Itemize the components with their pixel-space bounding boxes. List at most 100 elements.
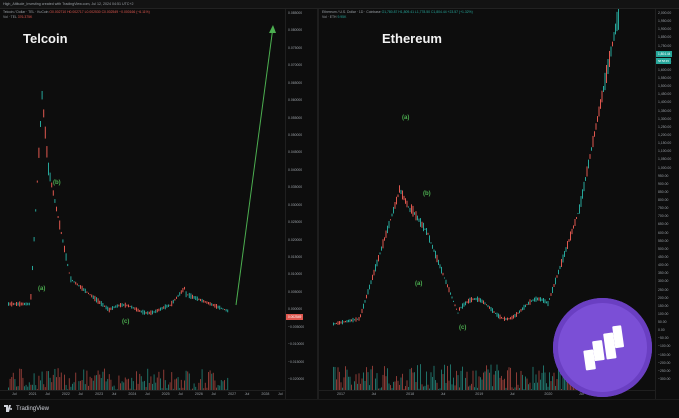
volume-bar [468, 386, 469, 390]
telcoin-price-tick: 0.045000 [288, 150, 303, 155]
candle [80, 285, 81, 289]
candle [475, 297, 477, 301]
candle [86, 291, 88, 293]
volume-bar [52, 374, 54, 390]
volume-bar [60, 372, 62, 390]
candle [219, 305, 221, 310]
candle [28, 302, 30, 306]
volume-bar [474, 387, 475, 390]
volume-bar [540, 379, 541, 390]
candle [91, 294, 93, 298]
telcoin-time-tick: Jul [45, 392, 50, 396]
ethereum-price-tick: 1,300.00 [658, 116, 672, 121]
volume-bar [182, 387, 184, 390]
volume-bar [19, 368, 21, 390]
volume-bar [559, 365, 561, 390]
candle [472, 298, 474, 301]
candle [579, 204, 580, 214]
telcoin-time-tick: Jul [278, 392, 283, 396]
candle [116, 304, 118, 308]
candle [589, 154, 591, 159]
volume-bar [155, 382, 157, 390]
volume-bar [337, 367, 339, 390]
volume-bar [409, 369, 411, 390]
candle [391, 213, 393, 217]
candle [203, 299, 205, 303]
ethereum-price-tick: 450.00 [658, 255, 669, 259]
telcoin-candles-svg [8, 25, 276, 390]
candle [486, 304, 487, 306]
volume-bar [70, 386, 72, 390]
candle [345, 320, 346, 323]
ethereum-price-axis[interactable]: 2,000.00 1,950.00 1,900.00 1,850.00 1,750.00… [655, 9, 679, 400]
candle [586, 166, 588, 177]
candle [99, 300, 101, 305]
volume-bar [124, 377, 126, 390]
candle [600, 99, 601, 109]
volume-bar [112, 386, 113, 390]
candle [564, 251, 565, 257]
volume-bar [423, 386, 424, 390]
chart-caption: High_Altitude_Investing created with Tra… [3, 2, 134, 6]
volume-bar [358, 373, 360, 390]
candle [121, 303, 123, 307]
candle [387, 225, 388, 234]
telcoin-time-tick: Jul [145, 392, 150, 396]
volume-bar [555, 385, 556, 390]
ethereum-legend-symbol: Ethereum / U.S. Dollar · 1D · Coinbase O… [322, 10, 473, 14]
candle [504, 316, 505, 321]
telcoin-time-tick: 2023 [95, 392, 104, 396]
candle [134, 307, 136, 310]
telcoin-wave-a-label: (a) [38, 286, 46, 292]
candle [19, 301, 21, 307]
candle [204, 301, 206, 303]
pane-divider[interactable] [317, 9, 319, 400]
projection-arrow-line [235, 26, 274, 306]
volume-bar [212, 372, 214, 390]
candle [576, 217, 577, 219]
candle [176, 296, 177, 299]
candle [492, 308, 493, 313]
volume-bar [391, 388, 393, 390]
volume-bar [514, 387, 516, 390]
ethereum-price-tick: 1,550.00 [658, 76, 672, 81]
candle [22, 302, 24, 306]
volume-bar [140, 376, 142, 390]
candle [426, 228, 427, 235]
telcoin-legend-volume: Vol · TEL 376.375K [3, 15, 32, 19]
candle [480, 298, 481, 303]
telcoin-chart-pane[interactable]: Telcoin / Dollar · TEL · KuCoin O0.00271… [0, 9, 317, 400]
volume-bar [46, 371, 48, 390]
candle [224, 309, 225, 311]
volume-bar [439, 388, 441, 390]
telcoin-price-tick: −0.020000 [288, 377, 305, 381]
candle [193, 296, 195, 299]
volume-bar [64, 374, 65, 390]
volume-bar [469, 385, 471, 390]
telcoin-price-axis[interactable]: 0.085000 0.080000 0.075000 0.070000 0.065000… [285, 9, 317, 400]
volume-bar [171, 372, 173, 390]
candle [595, 123, 597, 130]
volume-bar [481, 379, 483, 390]
telcoin-time-axis[interactable]: Jul 2021 Jul 2022 Jul 2023 Jul 2024 Jul 2025 Jul 20… [0, 390, 285, 400]
candle [222, 308, 224, 310]
volume-bar [200, 379, 201, 390]
candle [372, 274, 373, 281]
ethereum-time-axis[interactable]: 2017 Jul 2018 Jul 2019 Jul 2020 Jul [319, 390, 655, 400]
volume-bar [510, 367, 511, 390]
candle [129, 305, 131, 308]
volume-bar [131, 377, 133, 390]
candle [469, 297, 471, 303]
volume-bar [394, 381, 396, 390]
candle [30, 294, 32, 300]
tradingview-brand[interactable]: TradingView [4, 405, 49, 412]
candle [562, 254, 564, 263]
volume-bar [219, 385, 221, 390]
telcoin-time-tick: 2024 [128, 392, 137, 396]
telcoin-time-tick: Jul [78, 392, 84, 396]
candle [72, 279, 73, 282]
candle [403, 195, 405, 201]
candle [567, 241, 568, 249]
ethereum-price-tick: 350.00 [658, 271, 669, 276]
candle [153, 311, 155, 313]
